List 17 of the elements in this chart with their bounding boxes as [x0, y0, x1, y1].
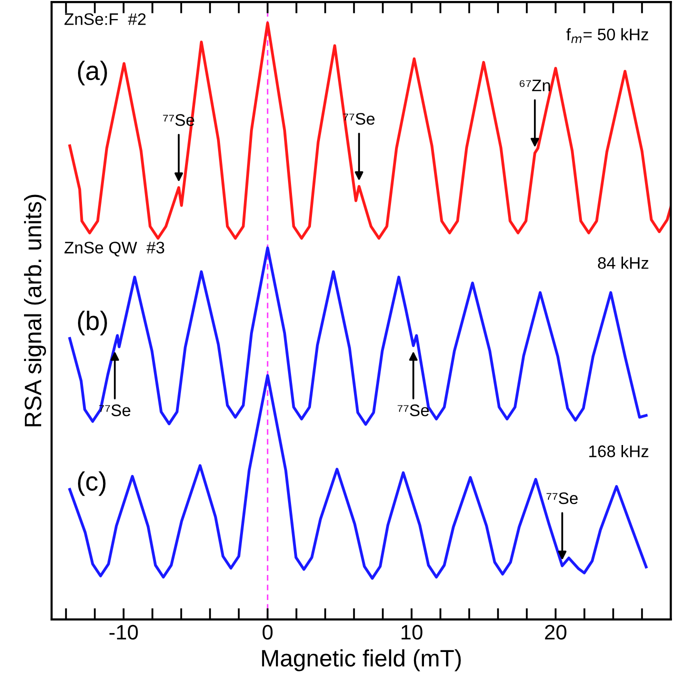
x-tick-label: 10 — [402, 624, 422, 640]
x-tick-label: 20 — [545, 624, 566, 640]
annotation: ⁷⁷Se — [546, 492, 578, 504]
annotation: (b) — [78, 310, 107, 336]
annotation: (c) — [78, 471, 106, 496]
annotation: ZnSe QW #3 — [64, 242, 164, 256]
annotation: (a) — [78, 60, 107, 86]
y-axis-title: RSA signal (arb. units) — [24, 194, 46, 426]
annotation: ⁶⁷Zn — [520, 80, 550, 92]
x-tick-label: 0 — [262, 624, 273, 640]
annotation: ZnSe:F #2 — [64, 13, 146, 26]
annotation: ⁷⁷Se — [398, 404, 429, 416]
annotation: 84 kHz — [598, 256, 648, 269]
annotation: 168 kHz — [589, 444, 648, 458]
x-axis-title: Magnetic field (mT) — [262, 649, 461, 672]
annotation: f$_{m}$= 50 kHz — [566, 28, 648, 43]
x-tick-label: -10 — [109, 624, 138, 640]
